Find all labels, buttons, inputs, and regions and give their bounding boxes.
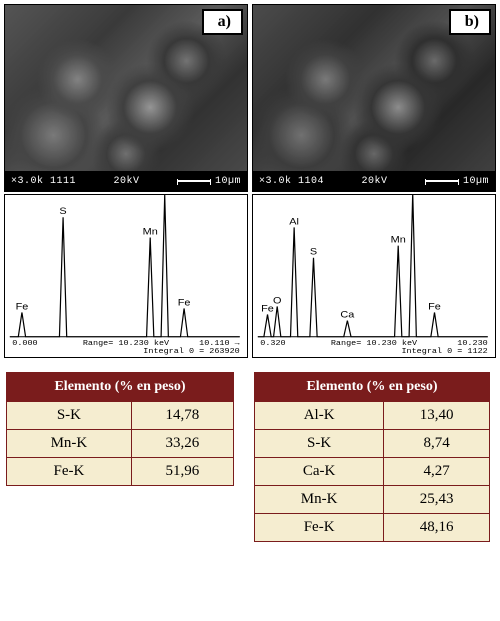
sem-scale-b: 10µm bbox=[425, 176, 489, 187]
sem-scale-label-b: 10µm bbox=[463, 176, 489, 187]
sem-kv-a: 20kV bbox=[113, 176, 139, 187]
spectrum-footer-text: 10.230 bbox=[457, 340, 488, 347]
element-name: S-K bbox=[7, 402, 132, 430]
element-value: 51,96 bbox=[131, 458, 233, 486]
sem-scale-a: 10µm bbox=[177, 176, 241, 187]
element-value: 13,40 bbox=[384, 402, 490, 430]
scalebar-icon bbox=[425, 180, 459, 182]
table-header-a: Elemento (% en peso) bbox=[7, 373, 234, 402]
peak-label: Fe bbox=[428, 302, 441, 312]
peak-label: Mn bbox=[391, 235, 406, 245]
panel-label-a: a) bbox=[202, 9, 243, 35]
element-name: Fe-K bbox=[255, 514, 384, 542]
sem-image-row: a) ×3.0k 1111 20kV 10µm b) ×3.0k 1104 20… bbox=[0, 0, 500, 192]
composition-table-a: Elemento (% en peso) S-K14,78Mn-K33,26Fe… bbox=[6, 372, 234, 486]
spectrum-footer-text: 10.110 → bbox=[199, 340, 240, 347]
sem-panel-b: b) ×3.0k 1104 20kV 10µm bbox=[252, 4, 496, 192]
element-name: Ca-K bbox=[255, 458, 384, 486]
element-name: Fe-K bbox=[7, 458, 132, 486]
peak-label: Mn bbox=[143, 227, 158, 237]
composition-table-b: Elemento (% en peso) Al-K13,40S-K8,74Ca-… bbox=[254, 372, 490, 542]
table-body-b: Al-K13,40S-K8,74Ca-K4,27Mn-K25,43Fe-K48,… bbox=[255, 402, 490, 542]
table-row: Mn-K25,43 bbox=[255, 486, 490, 514]
panel-label-b: b) bbox=[449, 9, 491, 35]
scalebar-icon bbox=[177, 180, 211, 182]
sem-kv-b: 20kV bbox=[361, 176, 387, 187]
element-value: 33,26 bbox=[131, 430, 233, 458]
peak-label: S bbox=[310, 247, 318, 257]
element-value: 4,27 bbox=[384, 458, 490, 486]
table-row: Mn-K33,26 bbox=[7, 430, 234, 458]
spectrum-footer-text: Integral 0 = 263920 bbox=[143, 348, 240, 355]
sem-mag-b: ×3.0k 1104 bbox=[259, 176, 324, 187]
table-row: S-K14,78 bbox=[7, 402, 234, 430]
sem-panel-a: a) ×3.0k 1111 20kV 10µm bbox=[4, 4, 248, 192]
peak-label: Fe bbox=[178, 298, 191, 308]
element-value: 14,78 bbox=[131, 402, 233, 430]
spectrum-footer-text: 0.320 bbox=[260, 340, 286, 347]
element-name: Al-K bbox=[255, 402, 384, 430]
table-row: S-K8,74 bbox=[255, 430, 490, 458]
element-name: S-K bbox=[255, 430, 384, 458]
spectrum-b: FeOAlSCaMnFeFe0.320Range= 10.230 keV10.2… bbox=[252, 194, 496, 358]
peak-label: Fe bbox=[16, 302, 29, 312]
element-name: Mn-K bbox=[255, 486, 384, 514]
table-row: Al-K13,40 bbox=[255, 402, 490, 430]
element-value: 48,16 bbox=[384, 514, 490, 542]
sem-mag-a: ×3.0k 1111 bbox=[11, 176, 76, 187]
spectra-row: FeSMnFeFe0.000Range= 10.230 keV10.110 →I… bbox=[0, 192, 500, 362]
spectrum-footer-text: Range= 10.230 keV bbox=[83, 340, 170, 347]
spectrum-footer-text: Integral 0 = 1122 bbox=[401, 348, 488, 355]
sem-footer-a: ×3.0k 1111 20kV 10µm bbox=[5, 171, 247, 191]
element-value: 8,74 bbox=[384, 430, 490, 458]
spectrum-footer-text: Range= 10.230 keV bbox=[331, 340, 418, 347]
table-row: Fe-K51,96 bbox=[7, 458, 234, 486]
peak-label: O bbox=[273, 296, 282, 306]
tables-row: Elemento (% en peso) S-K14,78Mn-K33,26Fe… bbox=[0, 362, 500, 548]
peak-label: S bbox=[59, 207, 67, 217]
table-row: Ca-K4,27 bbox=[255, 458, 490, 486]
peak-label: Ca bbox=[340, 310, 354, 320]
table-header-b: Elemento (% en peso) bbox=[255, 373, 490, 402]
spectrum-footer-text: 0.000 bbox=[12, 340, 38, 347]
element-name: Mn-K bbox=[7, 430, 132, 458]
table-body-a: S-K14,78Mn-K33,26Fe-K51,96 bbox=[7, 402, 234, 486]
element-value: 25,43 bbox=[384, 486, 490, 514]
peak-label: Al bbox=[289, 217, 299, 227]
spectrum-a: FeSMnFeFe0.000Range= 10.230 keV10.110 →I… bbox=[4, 194, 248, 358]
sem-footer-b: ×3.0k 1104 20kV 10µm bbox=[253, 171, 495, 191]
table-row: Fe-K48,16 bbox=[255, 514, 490, 542]
sem-scale-label-a: 10µm bbox=[215, 176, 241, 187]
